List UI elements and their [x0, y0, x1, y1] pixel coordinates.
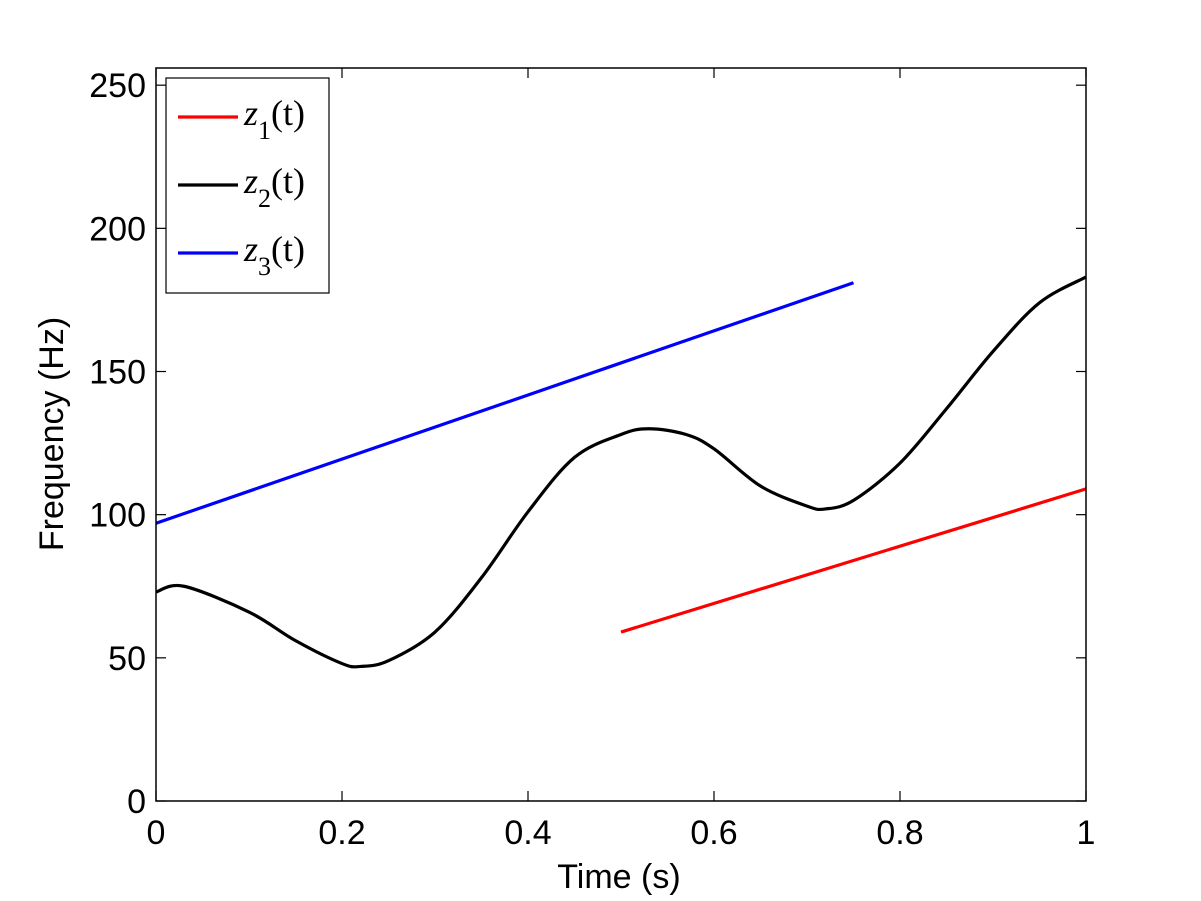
legend-label-base: z: [243, 161, 258, 201]
legend-label-suffix: (t): [271, 229, 305, 269]
series-line-z3: [155, 281, 855, 525]
y-tick-label: 0: [127, 783, 146, 821]
x-tick-label: 0: [147, 814, 166, 852]
legend-label-z1: z1(t): [243, 93, 305, 145]
x-tick-label: 0.2: [318, 814, 365, 852]
legend-label-base: z: [243, 229, 258, 269]
legend-label-suffix: (t): [271, 93, 305, 133]
legend-label-subscript: 1: [258, 116, 271, 145]
y-tick-label: 150: [89, 354, 146, 392]
legend-label-z3: z3(t): [243, 229, 305, 281]
legend-label-base: z: [243, 93, 258, 133]
y-tick-label: 200: [89, 210, 146, 248]
x-tick-label: 0.6: [690, 814, 737, 852]
y-axis-label: Frequency (Hz): [33, 317, 71, 551]
legend-label-suffix: (t): [271, 161, 305, 201]
x-tick-label: 0.8: [876, 814, 923, 852]
legend-label-subscript: 2: [258, 184, 271, 213]
series-layer: [155, 275, 1087, 669]
y-tick-label: 250: [89, 67, 146, 105]
x-tick-label: 0.4: [504, 814, 551, 852]
series-line-z1: [620, 487, 1087, 634]
legend-label-z2: z2(t): [243, 161, 305, 213]
x-tick-label: 1: [1077, 814, 1096, 852]
x-axis-label: Time (s): [557, 858, 680, 896]
legend: z1(t)z2(t)z3(t): [165, 77, 330, 294]
y-tick-label: 50: [108, 640, 146, 678]
y-tick-label: 100: [89, 497, 146, 535]
ticks-layer: 0 0.2 0.4 0.6 0.8 1 0 50 100 150 200 250: [89, 67, 1095, 852]
legend-label-subscript: 3: [258, 252, 271, 281]
plot-frame: [155, 67, 1087, 802]
series-line-z2: [155, 275, 1087, 669]
